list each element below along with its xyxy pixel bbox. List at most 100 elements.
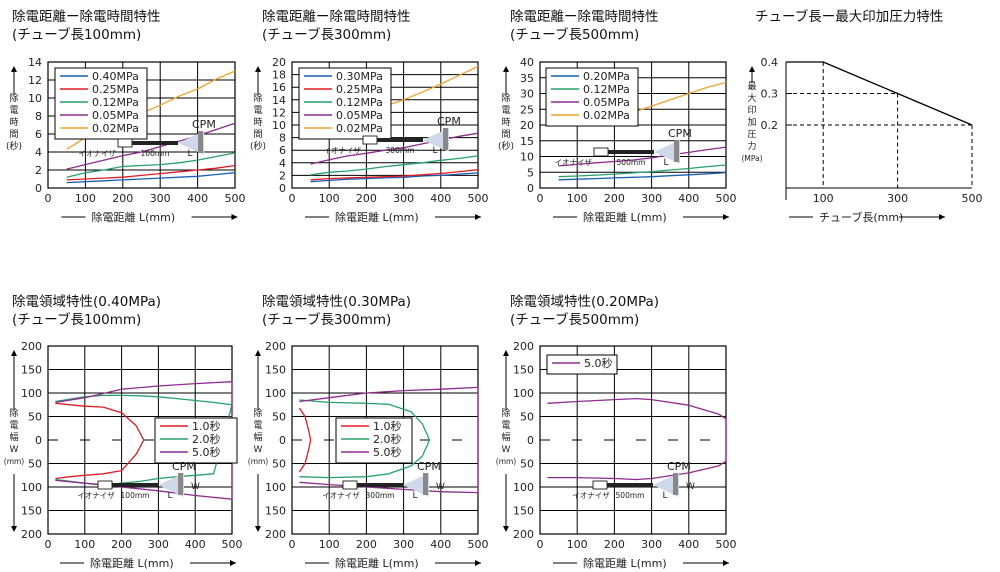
- y-tick-label: 50: [28, 411, 42, 424]
- distance-label: L: [662, 491, 667, 501]
- y-axis-label-char: 力: [747, 140, 756, 152]
- y-tick-label: 20: [520, 119, 534, 132]
- y-tick-label: 50: [520, 458, 534, 471]
- series-line-1.0秒: [298, 407, 312, 473]
- arrow-head: [749, 66, 755, 72]
- y-tick-label: 4: [35, 146, 42, 159]
- y-tick-label: 0.3: [761, 88, 779, 101]
- x-axis-label: 除電距離 L(mm): [90, 556, 174, 570]
- y-axis-label-char: 印: [747, 104, 756, 116]
- x-tick-label: 100: [74, 538, 95, 551]
- x-tick-label: 100: [567, 192, 588, 205]
- arrow-head: [939, 214, 945, 220]
- ionizer-body: [593, 147, 609, 157]
- x-tick-label: 100: [75, 192, 96, 205]
- ionizer-label: イオナイザ: [322, 491, 360, 500]
- chart-title: 除電距離ー除電時間特性: [510, 9, 659, 25]
- chart-subtitle: (チューブ長100mm): [12, 311, 141, 328]
- y-axis-label-char: 加: [747, 117, 756, 128]
- x-tick-label: 400: [430, 538, 451, 551]
- ionizer-body: [362, 135, 378, 145]
- cpm-plate: [178, 473, 183, 495]
- series-line-0.05MPa: [310, 132, 479, 165]
- y-tick-label: 6: [279, 144, 286, 157]
- cpm-plate: [423, 473, 428, 495]
- arrow-head: [230, 560, 236, 566]
- y-tick-label: 10: [272, 119, 286, 132]
- ionizer-label: イオナイザ: [79, 149, 117, 158]
- y-tick-label: 150: [265, 364, 286, 377]
- setup-diagram: CPM イオナイザ 500mm L W: [572, 460, 695, 501]
- x-axis-label: 除電距離 L(mm): [583, 210, 667, 224]
- y-axis-label-char: W: [254, 445, 263, 455]
- ionizer-body: [97, 480, 113, 490]
- arrow-head: [723, 214, 729, 220]
- y-tick-label: 0: [279, 434, 286, 447]
- x-tick-label: 300: [641, 538, 662, 551]
- series-line-2.0秒: [299, 399, 431, 479]
- x-tick-label: 300: [887, 192, 908, 205]
- y-axis-label-char: 除: [9, 407, 18, 419]
- series-line-0.40MPa: [66, 172, 236, 184]
- legend-label: 2.0秒: [192, 432, 221, 446]
- y-axis-label-char: 除: [501, 92, 510, 104]
- y-tick-label: 100: [513, 387, 534, 400]
- y-tick-label: 150: [265, 505, 286, 518]
- tube: [357, 483, 403, 487]
- ionizer-body: [117, 138, 133, 148]
- series-line-0.05MPa: [66, 122, 236, 170]
- y-tick-label: 200: [265, 340, 286, 353]
- x-tick-label: 0: [289, 192, 296, 205]
- y-tick-label: 0: [279, 182, 286, 195]
- y-axis-label-char: 除: [253, 92, 262, 104]
- chart-b3: 除電領域特性(0.20MPa)(チューブ長500mm) 0 100 200 300 400…: [496, 293, 737, 570]
- cpm-label: CPM: [668, 127, 692, 140]
- y-axis-label-char: 除: [9, 92, 18, 104]
- x-tick-label: 0: [45, 192, 52, 205]
- series-line-0.12MPa: [558, 164, 727, 178]
- series-line-0.25MPa: [310, 169, 479, 181]
- y-axis-label-char: 電: [9, 420, 18, 431]
- ionizer-label: イオナイザ: [324, 146, 362, 155]
- legend-label: 0.05MPa: [92, 109, 139, 122]
- arrow-head: [255, 526, 261, 532]
- y-axis-label-char: 間: [9, 129, 18, 140]
- y-tick-label: 0: [527, 434, 534, 447]
- series-line-5.0秒: [547, 397, 727, 481]
- chart-title: 除電距離ー除電時間特性: [262, 9, 411, 25]
- y-tick-label: 10: [520, 151, 534, 164]
- y-tick-label: 25: [520, 103, 534, 116]
- tube: [132, 141, 178, 145]
- legend-label: 1.0秒: [192, 419, 221, 433]
- y-axis-unit: (MPa): [741, 154, 762, 163]
- chart-t4: チューブ長ー最大印加圧力特性 100 300 500 0.2 0.3 0.4 チューブ長(mm…: [741, 8, 982, 224]
- width-label: W: [436, 482, 445, 492]
- y-axis-label-char: 幅: [253, 431, 262, 443]
- x-tick-label: 200: [112, 192, 133, 205]
- y-tick-label: 20: [272, 56, 286, 69]
- y-tick-label: 0: [35, 434, 42, 447]
- y-tick-label: 50: [272, 458, 286, 471]
- y-tick-label: 2: [279, 169, 286, 182]
- ionizer-label: イオナイザ: [572, 491, 610, 500]
- chart-title: チューブ長ー最大印加圧力特性: [755, 8, 943, 25]
- y-tick-label: 150: [513, 505, 534, 518]
- y-tick-label: 5: [527, 166, 534, 179]
- tube-length-label: 100mm: [121, 491, 150, 500]
- y-tick-label: 18: [272, 69, 286, 82]
- y-tick-label: 14: [28, 56, 42, 69]
- y-tick-label: 6: [35, 128, 42, 141]
- y-tick-label: 0.4: [761, 56, 779, 69]
- y-axis-label-char: 電: [9, 105, 18, 116]
- tube-length-label: 100mm: [141, 149, 170, 158]
- legend-box: [545, 67, 639, 127]
- discharge-cone: [653, 473, 679, 497]
- y-axis-label-char: 幅: [9, 431, 18, 443]
- setup-diagram: CPM イオナイザ 300mm L W: [322, 460, 445, 501]
- plot-frame: [47, 61, 236, 189]
- y-tick-label: 150: [21, 364, 42, 377]
- discharge-cone: [654, 140, 680, 164]
- arrow-head: [475, 560, 481, 566]
- legend-box: [546, 354, 618, 375]
